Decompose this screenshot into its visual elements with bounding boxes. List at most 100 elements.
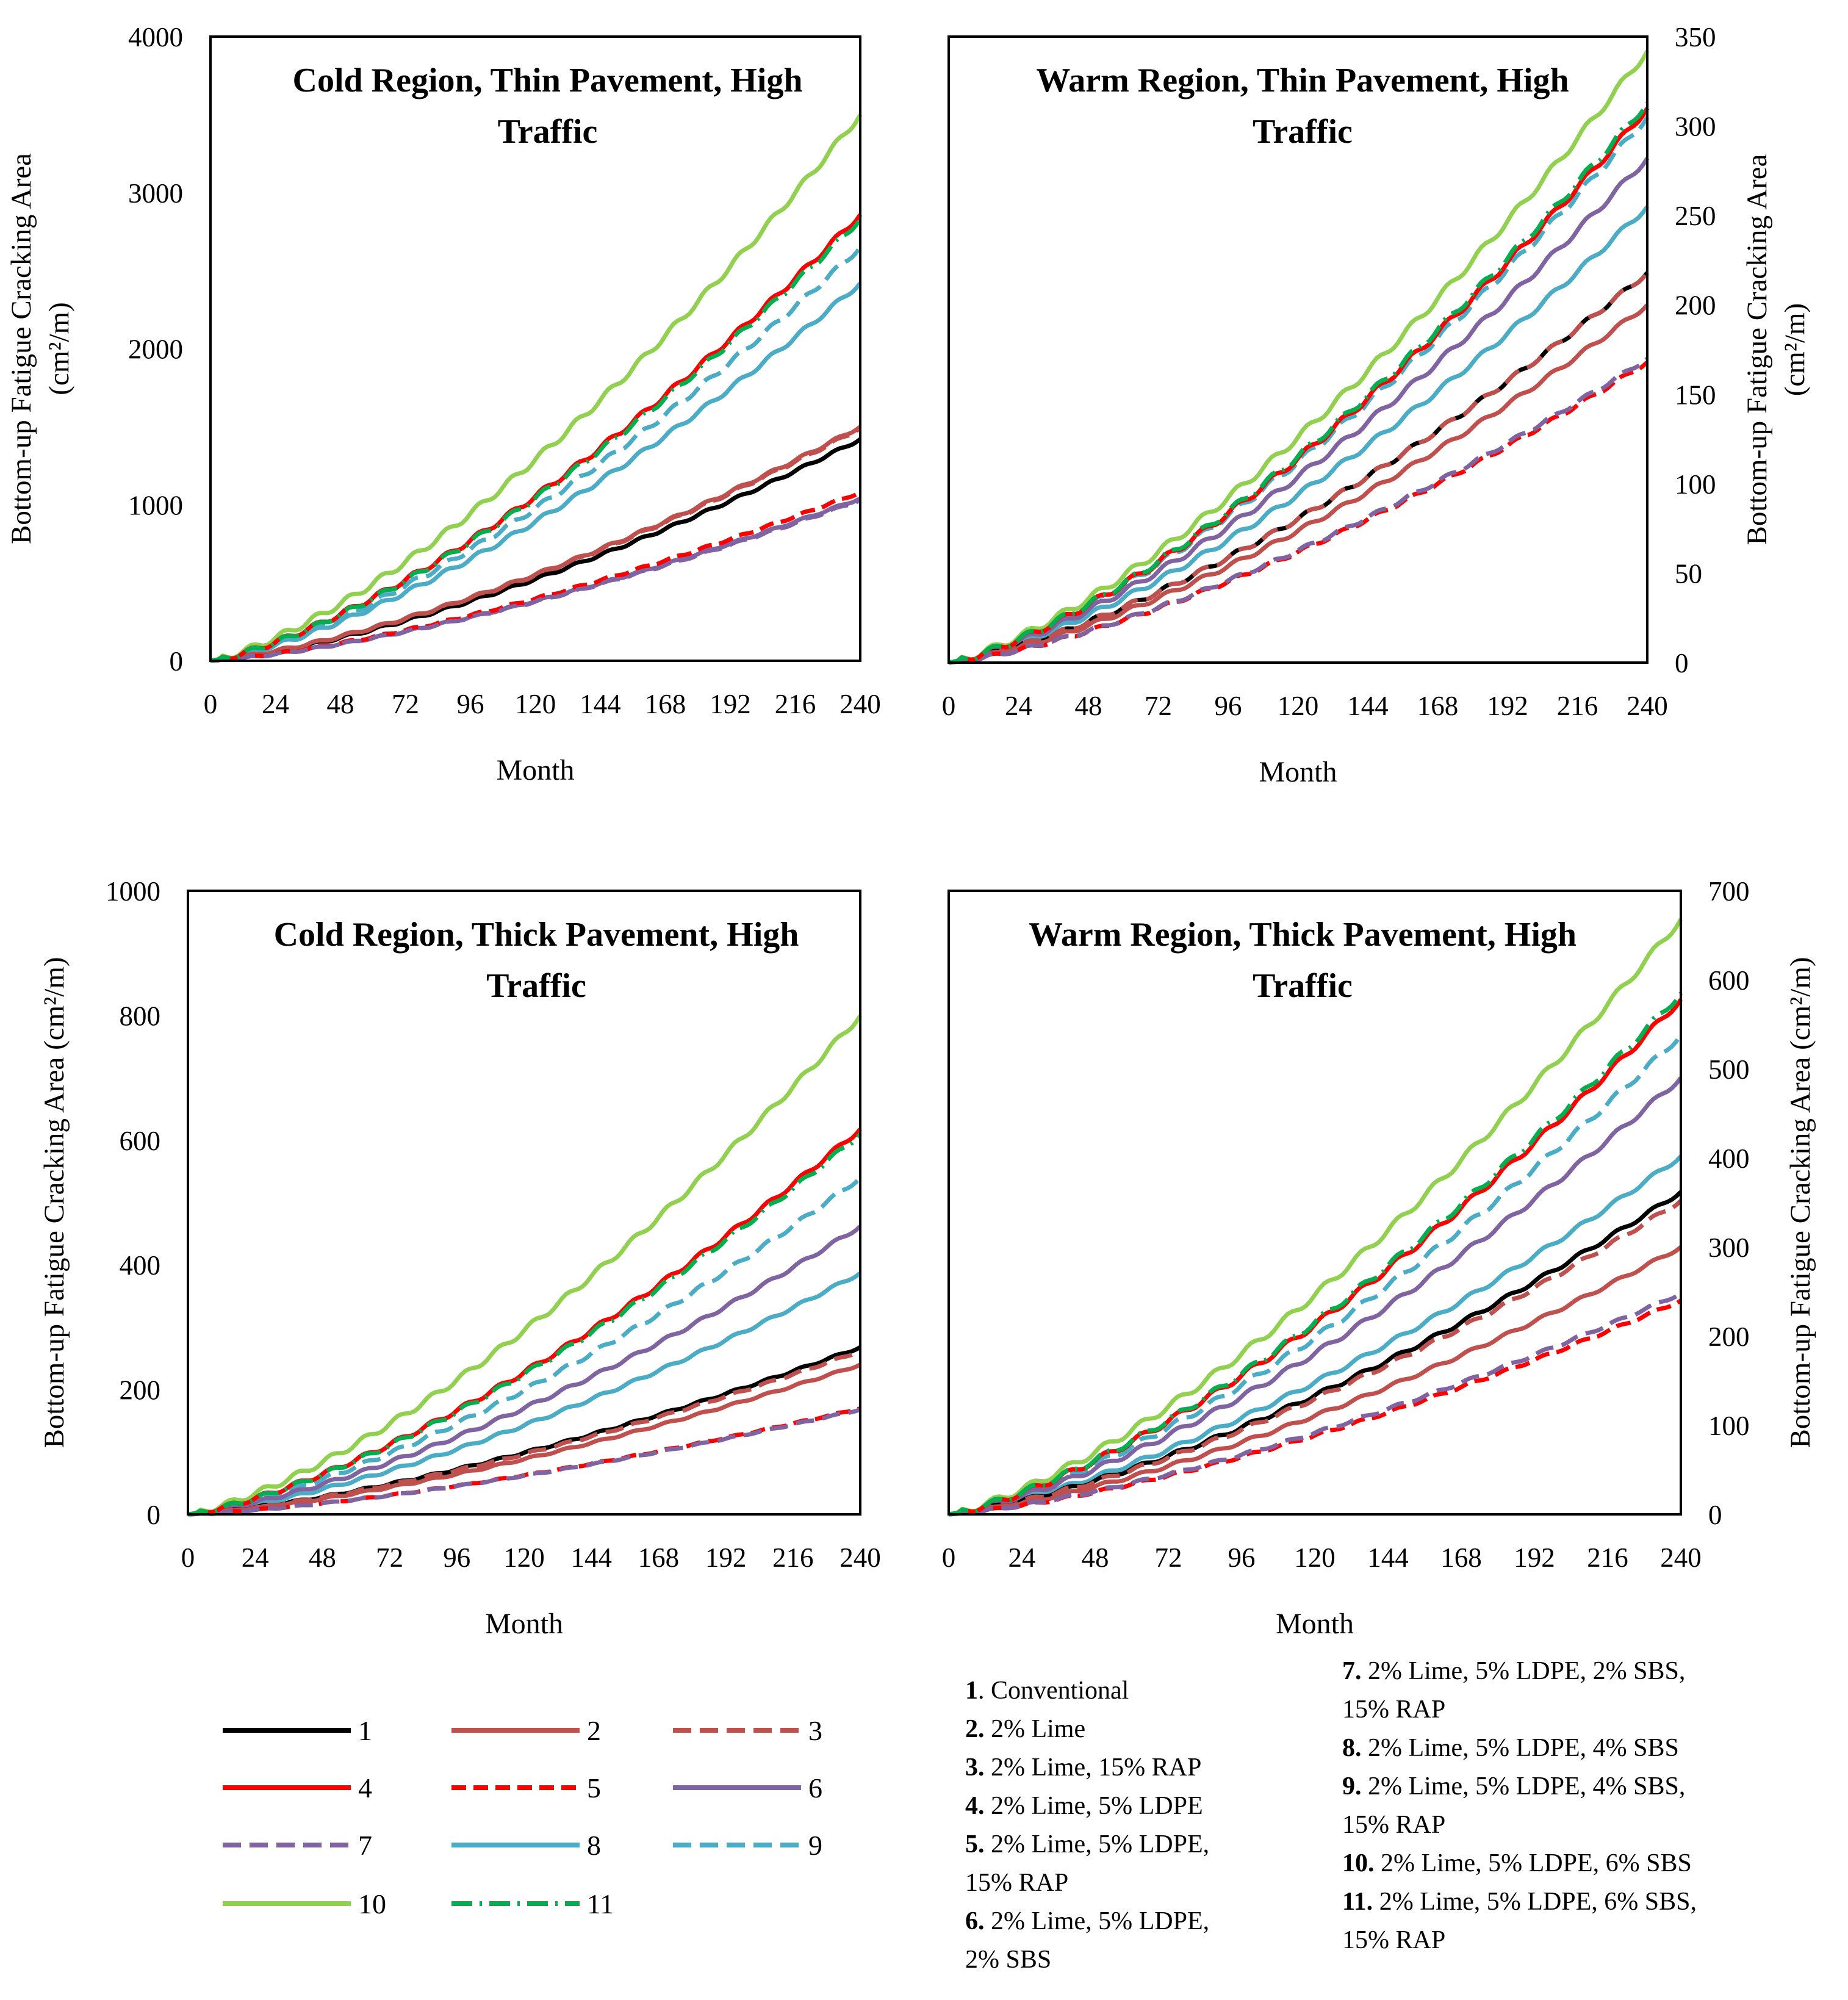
series-3-line: [948, 1199, 1683, 1517]
y-tick-label: 800: [120, 1001, 161, 1031]
x-tick-label: 216: [775, 689, 816, 719]
x-tick-label: 144: [570, 1542, 612, 1573]
legend-item-7: 7: [223, 1830, 372, 1861]
x-axis-label: Month: [1259, 756, 1337, 788]
plot-area-frame: [947, 890, 1682, 1516]
x-tick-label: 48: [309, 1542, 336, 1573]
y-axis-label: Bottom-up Fatigue Cracking Area: [5, 153, 37, 544]
series-8-line: [948, 205, 1649, 665]
series-8-line: [187, 1271, 862, 1517]
x-tick-label: 168: [645, 689, 686, 719]
y-tick-label: 50: [1675, 558, 1702, 589]
legend: 1 2 3 4 5 6 7 8 9 10 11: [223, 1715, 822, 1919]
y-tick-label: 1000: [128, 490, 183, 520]
legend-item-1: 1: [223, 1715, 372, 1746]
x-tick-label: 0: [181, 1542, 195, 1573]
y-tick-label: 100: [1708, 1411, 1750, 1441]
x-tick-label: 144: [580, 689, 621, 719]
series-8-line: [210, 281, 862, 663]
series-10-line: [210, 113, 863, 663]
y-axis-label: Bottom-up Fatigue Cracking Area (cm²/m): [1785, 957, 1816, 1448]
x-tick-label: 24: [242, 1542, 269, 1573]
x-tick-label: 192: [710, 689, 751, 719]
x-tick-label: 216: [1587, 1542, 1628, 1573]
legend-label: 4: [358, 1772, 372, 1804]
description-right: 7. 2% Lime, 5% LDPE, 2% SBS, 15% RAP 8. …: [1342, 1652, 1697, 1960]
description-left: 1. Conventional 2. 2% Lime 3. 2% Lime, 1…: [965, 1672, 1209, 1979]
x-tick-label: 0: [942, 1542, 956, 1573]
x-tick-label: 168: [1440, 1542, 1482, 1573]
desc-11-cont: 15% RAP: [1342, 1926, 1446, 1954]
x-tick-label: 48: [1082, 1542, 1109, 1573]
legend-label: 7: [358, 1830, 372, 1861]
series-2-line: [948, 1245, 1683, 1517]
x-tick-label: 0: [942, 691, 956, 721]
x-tick-label: 48: [1075, 691, 1102, 721]
desc-6-cont: 2% SBS: [965, 1946, 1052, 1974]
series-4-line: [948, 107, 1650, 665]
series-9-line: [948, 1034, 1683, 1517]
chart-title: Cold Region, Thick Pavement, High: [274, 916, 799, 954]
legend-label: 8: [587, 1830, 601, 1861]
series-2-line: [210, 425, 862, 663]
y-tick-label: 200: [1675, 290, 1716, 321]
desc-5-cont: 15% RAP: [965, 1869, 1069, 1897]
x-tick-label: 120: [515, 689, 556, 719]
x-tick-label: 144: [1347, 691, 1389, 721]
x-tick-label: 72: [1155, 1542, 1182, 1573]
legend-label: 1: [358, 1715, 372, 1746]
series-3-line: [948, 271, 1649, 665]
x-tick-label: 120: [1294, 1542, 1336, 1573]
series-6-line: [948, 157, 1649, 665]
chart-title: Traffic: [1253, 967, 1353, 1005]
y-axis-label: (cm²/m): [1779, 303, 1811, 396]
x-tick-label: 72: [392, 689, 419, 719]
desc-2: 2. 2% Lime: [965, 1715, 1086, 1743]
series-4-line: [210, 213, 862, 663]
series-1-line: [948, 1190, 1683, 1517]
chart-title: Warm Region, Thin Pavement, High: [1036, 62, 1569, 99]
series-7-line: [948, 1291, 1682, 1517]
series-11-line: [187, 1132, 862, 1517]
y-tick-label: 400: [1708, 1143, 1750, 1174]
chart-title: Cold Region, Thin Pavement, High: [293, 62, 803, 99]
legend-label: 2: [587, 1715, 601, 1746]
x-tick-label: 120: [1278, 691, 1319, 721]
x-tick-label: 48: [327, 689, 354, 719]
series-10-line: [187, 1014, 862, 1517]
y-tick-label: 300: [1708, 1232, 1750, 1263]
desc-11: 11. 2% Lime, 5% LDPE, 6% SBS,: [1342, 1888, 1697, 1916]
legend-item-8: 8: [451, 1830, 601, 1861]
y-tick-label: 2000: [128, 334, 183, 365]
series-11-line: [948, 991, 1683, 1517]
x-tick-label: 240: [840, 1542, 881, 1573]
y-tick-label: 400: [120, 1250, 161, 1281]
y-tick-label: 4000: [128, 22, 183, 52]
x-tick-label: 192: [1487, 691, 1528, 721]
series-6-line: [948, 1076, 1683, 1517]
desc-7: 7. 2% Lime, 5% LDPE, 2% SBS,: [1342, 1657, 1686, 1685]
x-tick-label: 168: [638, 1542, 680, 1573]
legend-label: 10: [358, 1888, 386, 1919]
y-tick-label: 200: [120, 1375, 161, 1406]
legend-item-11: 11: [451, 1888, 614, 1919]
series-6-line: [187, 1225, 862, 1517]
desc-7-cont: 15% RAP: [1342, 1696, 1446, 1724]
y-tick-label: 600: [120, 1126, 161, 1156]
series-5-line: [948, 1298, 1682, 1517]
x-axis-label: Month: [496, 754, 574, 786]
desc-8: 8. 2% Lime, 5% LDPE, 4% SBS: [1342, 1734, 1679, 1762]
series-11-line: [948, 101, 1650, 665]
x-tick-label: 240: [1660, 1542, 1702, 1573]
x-tick-label: 216: [1557, 691, 1598, 721]
legend-item-4: 4: [223, 1772, 372, 1804]
y-tick-label: 700: [1708, 876, 1750, 907]
x-tick-label: 192: [705, 1542, 747, 1573]
desc-6: 6. 2% Lime, 5% LDPE,: [965, 1907, 1210, 1935]
y-axis-label: Bottom-up Fatigue Cracking Area (cm²/m): [38, 957, 70, 1448]
series-9-line: [210, 246, 862, 663]
desc-4: 4. 2% Lime, 5% LDPE: [965, 1792, 1203, 1820]
y-tick-label: 600: [1708, 965, 1750, 996]
x-tick-label: 96: [443, 1542, 470, 1573]
